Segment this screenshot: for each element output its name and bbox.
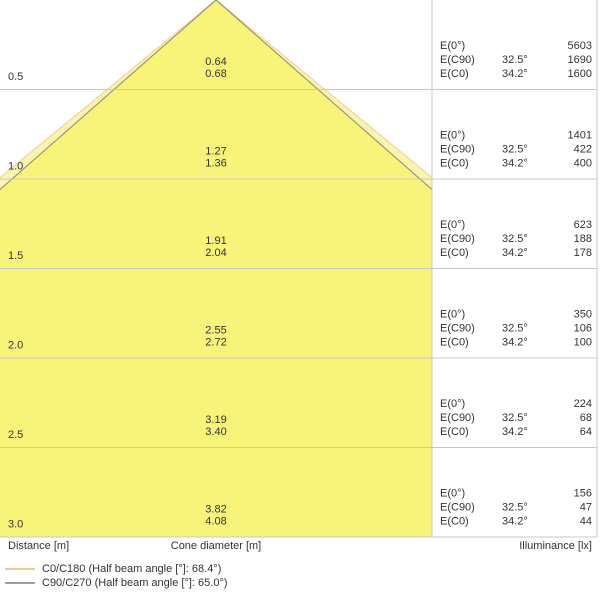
illuminance-value: 188 xyxy=(574,233,592,245)
illuminance-angle: 34.2° xyxy=(502,247,528,259)
diameter-label: 1.36 xyxy=(205,157,226,169)
illuminance-label: E(C0) xyxy=(440,247,469,259)
illuminance-angle: 34.2° xyxy=(502,426,528,438)
illuminance-angle: 34.2° xyxy=(502,157,528,169)
diameter-label: 1.91 xyxy=(205,235,226,247)
diameter-label: 2.04 xyxy=(205,247,226,259)
illuminance-label: E(C90) xyxy=(440,143,475,155)
illuminance-angle: 32.5° xyxy=(502,501,528,513)
illuminance-label: E(0°) xyxy=(440,308,465,320)
illuminance-label: E(0°) xyxy=(440,398,465,410)
diameter-label: 3.82 xyxy=(205,503,226,515)
distance-label: 2.5 xyxy=(8,429,23,441)
diameter-label: 4.08 xyxy=(205,515,226,527)
footer-label: Cone diameter [m] xyxy=(171,540,261,552)
illuminance-angle: 32.5° xyxy=(502,143,528,155)
illuminance-label: E(C0) xyxy=(440,68,469,80)
illuminance-value: 350 xyxy=(574,308,592,320)
distance-label: 1.0 xyxy=(8,160,23,172)
distance-label: 1.5 xyxy=(8,250,23,262)
illuminance-angle: 34.2° xyxy=(502,515,528,527)
illuminance-angle: 32.5° xyxy=(502,322,528,334)
legend-label: C0/C180 (Half beam angle [°]: 68.4°) xyxy=(42,563,221,575)
illuminance-label: E(C0) xyxy=(440,336,469,348)
footer-label: Illuminance [lx] xyxy=(519,540,592,552)
diameter-label: 2.55 xyxy=(205,324,226,336)
illuminance-label: E(0°) xyxy=(440,129,465,141)
illuminance-value: 68 xyxy=(580,412,592,424)
illuminance-label: E(C0) xyxy=(440,426,469,438)
distance-label: 3.0 xyxy=(8,518,23,530)
illuminance-value: 100 xyxy=(574,336,592,348)
illuminance-label: E(C90) xyxy=(440,233,475,245)
illuminance-angle: 34.2° xyxy=(502,68,528,80)
illuminance-value: 422 xyxy=(574,143,592,155)
distance-label: 2.0 xyxy=(8,339,23,351)
diameter-label: 2.72 xyxy=(205,336,226,348)
illuminance-value: 1690 xyxy=(568,54,592,66)
illuminance-value: 224 xyxy=(574,398,592,410)
footer-label: Distance [m] xyxy=(8,540,69,552)
legend-label: C90/C270 (Half beam angle [°]: 65.0°) xyxy=(42,577,228,589)
illuminance-value: 1600 xyxy=(568,68,592,80)
distance-label: 0.5 xyxy=(8,71,23,83)
diameter-label: 0.64 xyxy=(205,56,226,68)
illuminance-label: E(C90) xyxy=(440,412,475,424)
illuminance-value: 106 xyxy=(574,322,592,334)
illuminance-label: E(C90) xyxy=(440,54,475,66)
illuminance-value: 44 xyxy=(580,515,592,527)
illuminance-label: E(0°) xyxy=(440,40,465,52)
diameter-label: 0.68 xyxy=(205,68,226,80)
illuminance-angle: 32.5° xyxy=(502,233,528,245)
illuminance-label: E(C0) xyxy=(440,515,469,527)
illuminance-value: 5603 xyxy=(568,40,592,52)
illuminance-angle: 34.2° xyxy=(502,336,528,348)
diameter-label: 3.19 xyxy=(205,414,226,426)
illuminance-label: E(C0) xyxy=(440,157,469,169)
illuminance-value: 623 xyxy=(574,219,592,231)
illuminance-value: 47 xyxy=(580,501,592,513)
illuminance-label: E(C90) xyxy=(440,322,475,334)
illuminance-label: E(0°) xyxy=(440,219,465,231)
illuminance-label: E(0°) xyxy=(440,487,465,499)
illuminance-value: 178 xyxy=(574,247,592,259)
illuminance-value: 64 xyxy=(580,426,592,438)
illuminance-angle: 32.5° xyxy=(502,412,528,424)
diameter-label: 3.40 xyxy=(205,426,226,438)
diameter-label: 1.27 xyxy=(205,145,226,157)
illuminance-label: E(C90) xyxy=(440,501,475,513)
illuminance-value: 400 xyxy=(574,157,592,169)
illuminance-value: 156 xyxy=(574,487,592,499)
illuminance-angle: 32.5° xyxy=(502,54,528,66)
illuminance-value: 1401 xyxy=(568,129,592,141)
